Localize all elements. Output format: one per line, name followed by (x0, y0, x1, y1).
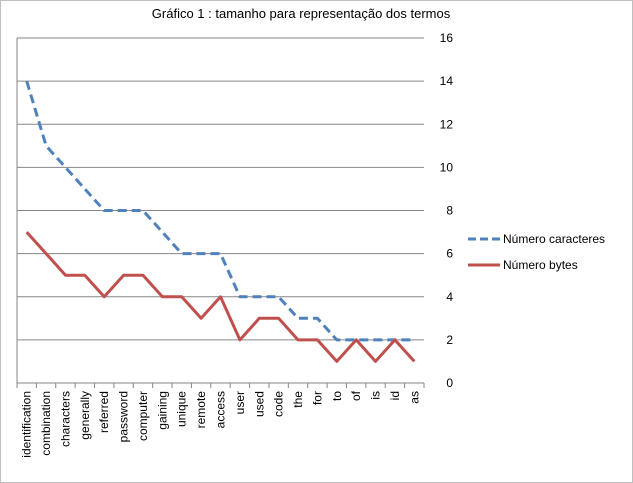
x-tick-label: used (252, 391, 266, 417)
x-tick-label: characters (58, 391, 72, 447)
x-tick-label: unique (175, 391, 189, 427)
legend-label: Número caracteres (503, 232, 605, 246)
x-tick-label: remote (194, 391, 208, 429)
y-tick-label: 8 (446, 204, 453, 218)
series-lines (25, 80, 416, 363)
x-tick-label: of (349, 390, 363, 401)
y-tick-label: 6 (446, 247, 453, 261)
x-tick-label: as (407, 391, 421, 404)
y-tick-label: 12 (440, 117, 454, 131)
x-tick-label: computer (136, 391, 150, 441)
x-tick-label: user (233, 391, 247, 414)
y-tick-label: 2 (446, 333, 453, 347)
x-tick-label: gaining (155, 391, 169, 430)
x-tick-label: to (330, 391, 344, 401)
x-tick-label: code (272, 391, 286, 417)
y-tick-label: 0 (446, 376, 453, 390)
y-tick-label: 14 (440, 74, 454, 88)
x-tick-label: the (291, 391, 305, 408)
y-tick-label: 16 (440, 31, 454, 45)
y-tick-label: 4 (446, 290, 453, 304)
y-tick-label: 10 (440, 160, 454, 174)
x-axis-ticks: identification combination characters gener… (16, 383, 425, 458)
y-axis-ticks: 0 2 4 6 8 10 12 14 16 (440, 31, 454, 390)
chart-title: Gráfico 1 : tamanho para representação d… (152, 6, 451, 21)
x-tick-label: combination (39, 391, 53, 456)
x-tick-label: is (369, 391, 383, 400)
x-tick-label: for (310, 391, 324, 405)
x-tick-label: identification (20, 391, 34, 458)
x-tick-label: access (214, 391, 228, 428)
x-tick-label: password (117, 391, 131, 442)
legend: Número caracteres Número bytes (468, 232, 605, 272)
gridlines (16, 37, 424, 384)
x-tick-label: generally (78, 391, 92, 440)
x-tick-label: referred (97, 391, 111, 433)
series-line-numero-caracteres (25, 80, 415, 342)
series-line-numero-bytes (25, 231, 416, 363)
legend-label: Número bytes (503, 258, 578, 272)
x-tick-label: id (388, 391, 402, 400)
